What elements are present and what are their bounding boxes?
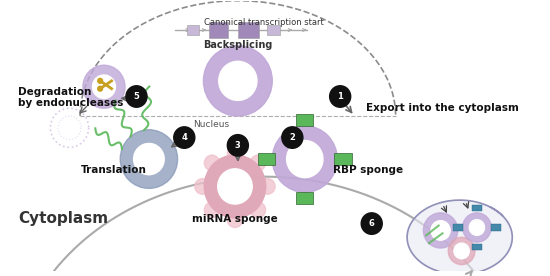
Circle shape xyxy=(98,78,102,83)
Circle shape xyxy=(195,179,210,194)
Circle shape xyxy=(205,202,219,218)
FancyBboxPatch shape xyxy=(209,22,228,38)
Circle shape xyxy=(227,145,243,161)
Circle shape xyxy=(218,169,252,204)
Text: Translation: Translation xyxy=(81,165,146,175)
Circle shape xyxy=(227,212,243,227)
Circle shape xyxy=(469,220,485,235)
Circle shape xyxy=(205,155,266,218)
Circle shape xyxy=(250,202,266,218)
Text: 5: 5 xyxy=(134,92,139,101)
Circle shape xyxy=(448,237,475,265)
FancyBboxPatch shape xyxy=(238,22,259,38)
Text: 6: 6 xyxy=(369,219,375,228)
Circle shape xyxy=(454,243,469,259)
FancyBboxPatch shape xyxy=(472,244,482,250)
Text: 3: 3 xyxy=(235,141,241,150)
Circle shape xyxy=(463,213,491,242)
Circle shape xyxy=(134,144,164,175)
FancyBboxPatch shape xyxy=(267,25,280,35)
Text: RBP sponge: RBP sponge xyxy=(333,165,404,175)
Circle shape xyxy=(329,86,351,107)
FancyBboxPatch shape xyxy=(296,192,314,204)
Text: Backsplicing: Backsplicing xyxy=(203,40,273,50)
FancyBboxPatch shape xyxy=(187,25,199,35)
Text: 1: 1 xyxy=(337,92,343,101)
Circle shape xyxy=(126,86,147,107)
Text: Nucleus: Nucleus xyxy=(193,120,229,129)
Circle shape xyxy=(272,126,337,192)
Text: miRNA sponge: miRNA sponge xyxy=(192,214,278,224)
FancyBboxPatch shape xyxy=(453,224,463,231)
Circle shape xyxy=(98,86,102,91)
Circle shape xyxy=(218,169,252,204)
FancyBboxPatch shape xyxy=(472,205,482,211)
Circle shape xyxy=(83,65,125,108)
Circle shape xyxy=(260,179,275,194)
Text: by endonucleases: by endonucleases xyxy=(18,99,123,108)
Circle shape xyxy=(92,75,116,99)
Circle shape xyxy=(205,155,266,218)
Circle shape xyxy=(361,213,382,234)
Text: Export into the cytoplasm: Export into the cytoplasm xyxy=(366,103,519,113)
Text: 4: 4 xyxy=(182,133,187,142)
FancyBboxPatch shape xyxy=(334,153,351,165)
Circle shape xyxy=(287,140,323,178)
Polygon shape xyxy=(407,200,512,274)
FancyBboxPatch shape xyxy=(491,224,501,231)
Circle shape xyxy=(282,127,303,148)
Circle shape xyxy=(204,46,272,116)
Text: Canonical transcription start: Canonical transcription start xyxy=(204,18,323,27)
Circle shape xyxy=(250,155,266,171)
Circle shape xyxy=(431,221,450,240)
Text: Cytoplasm: Cytoplasm xyxy=(18,211,108,226)
Circle shape xyxy=(219,61,257,100)
Circle shape xyxy=(424,213,458,248)
Circle shape xyxy=(227,135,249,156)
Text: 2: 2 xyxy=(289,133,295,142)
FancyBboxPatch shape xyxy=(258,153,275,165)
Circle shape xyxy=(120,130,178,189)
Text: Degradation: Degradation xyxy=(18,87,91,97)
Circle shape xyxy=(174,127,195,148)
FancyBboxPatch shape xyxy=(296,114,314,126)
Circle shape xyxy=(205,155,219,171)
